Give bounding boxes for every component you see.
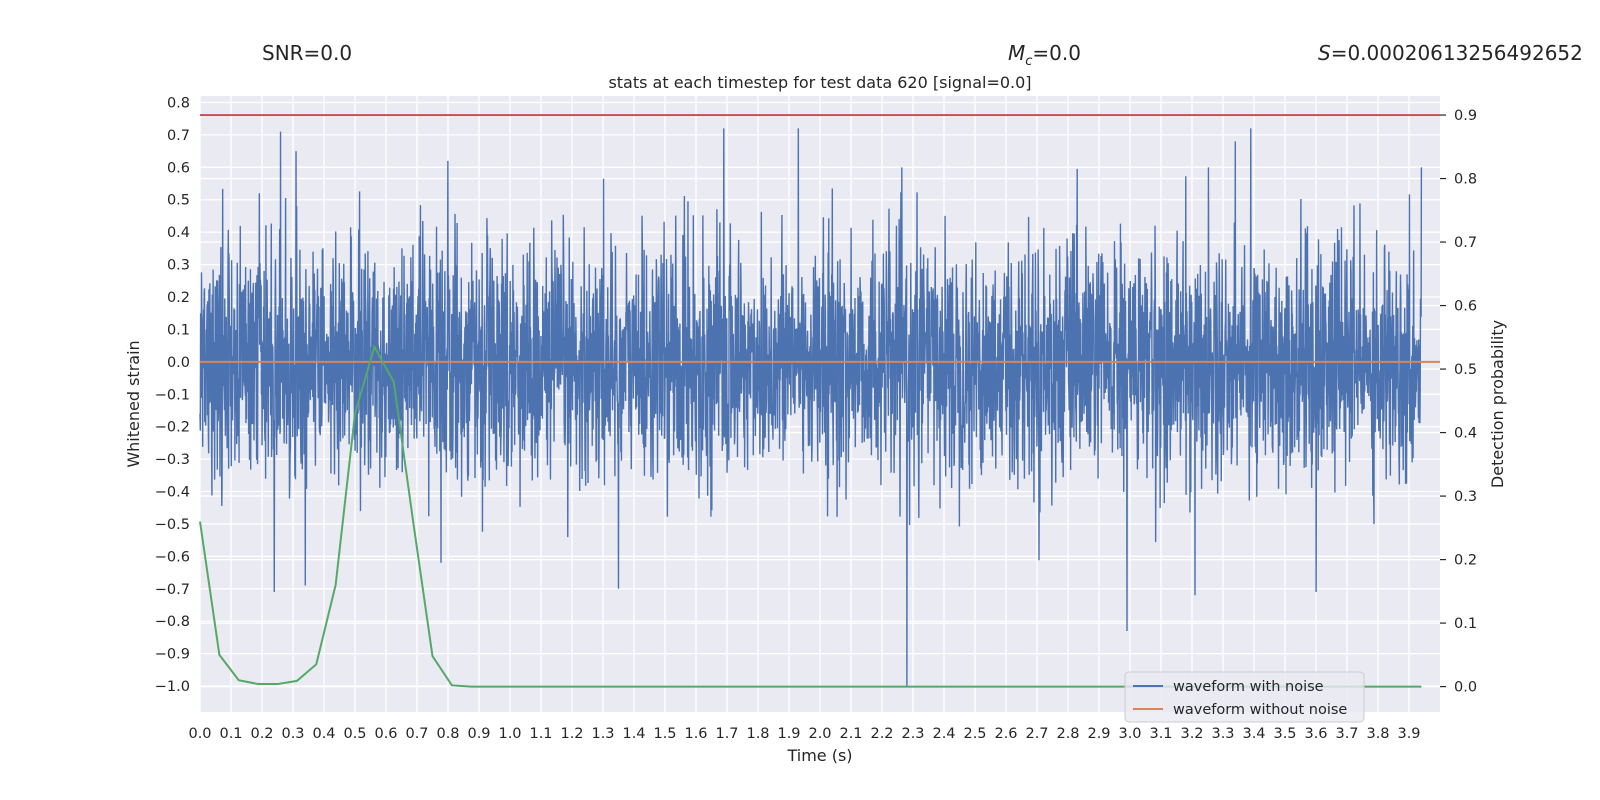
x-tick-label: 2.2 xyxy=(870,726,893,742)
series-detection-probability xyxy=(199,344,1422,688)
legend: waveform with noise waveform without nois… xyxy=(1124,671,1365,723)
mc-value: =0.0 xyxy=(1032,41,1081,65)
y-tick-label: −0.2 xyxy=(155,420,190,436)
x-tick-label: 2.9 xyxy=(1087,726,1110,742)
y-right-tick-label: 0.5 xyxy=(1454,362,1477,378)
snr-label: SNR=0.0 xyxy=(262,41,353,65)
y-right-tick-label: 0.4 xyxy=(1454,426,1477,442)
y-tick-label: 0.1 xyxy=(167,322,190,338)
x-tick-label: 0.0 xyxy=(188,726,211,742)
legend-box xyxy=(1124,671,1365,723)
y-tick-label: −0.1 xyxy=(155,387,190,403)
x-tick-label: 3.5 xyxy=(1273,726,1296,742)
y-right-axis-ticks: 0.9 0.8 0.7 0.6 0.5 0.4 0.3 0.2 0.1 0.0 xyxy=(1440,108,1477,696)
x-tick-label: 1.4 xyxy=(622,726,645,742)
y-tick-label: −1.0 xyxy=(155,679,190,695)
y-axis-ticks: 0.8 0.7 0.6 0.5 0.4 0.3 0.2 0.1 0.0 −0.1 −0.2 −0.3 −… xyxy=(155,95,190,695)
x-tick-label: 1.3 xyxy=(591,726,614,742)
y-tick-label: −0.4 xyxy=(155,485,190,501)
y-right-tick-label: 0.7 xyxy=(1454,235,1477,251)
y-right-axis-label: Detection probability xyxy=(1488,320,1507,488)
x-tick-label: 3.1 xyxy=(1149,726,1172,742)
y-right-tick-label: 0.1 xyxy=(1454,616,1477,632)
y-right-tick-label: 0.6 xyxy=(1454,299,1477,315)
y-tick-label: −0.8 xyxy=(155,614,190,630)
legend-label: waveform with noise xyxy=(1173,679,1324,695)
s-symbol: S xyxy=(1318,41,1331,65)
y-tick-label: 0.5 xyxy=(167,193,190,209)
y-tick-label: −0.3 xyxy=(155,452,190,468)
x-tick-label: 3.3 xyxy=(1211,726,1234,742)
y-tick-label: 0.3 xyxy=(167,258,190,274)
x-tick-label: 0.7 xyxy=(405,726,428,742)
s-value: =0.00020613256492652 xyxy=(1330,41,1583,65)
s-statistic-label: S=0.00020613256492652 xyxy=(1318,41,1583,65)
x-tick-label: 1.7 xyxy=(715,726,738,742)
x-tick-label: 0.8 xyxy=(436,726,459,742)
y-tick-label: 0.4 xyxy=(167,225,190,241)
x-tick-label: 2.8 xyxy=(1056,726,1079,742)
x-tick-label: 3.6 xyxy=(1304,726,1327,742)
x-axis-label: Time (s) xyxy=(786,746,852,765)
y-right-tick-label: 0.2 xyxy=(1454,553,1477,569)
x-tick-label: 2.3 xyxy=(901,726,924,742)
y-tick-label: −0.6 xyxy=(155,549,190,565)
y-right-tick-label: 0.3 xyxy=(1454,489,1477,505)
x-tick-label: 0.5 xyxy=(343,726,366,742)
x-tick-label: 0.3 xyxy=(281,726,304,742)
x-tick-label: 0.2 xyxy=(250,726,273,742)
x-tick-label: 0.1 xyxy=(219,726,242,742)
x-tick-label: 3.2 xyxy=(1180,726,1203,742)
y-tick-label: −0.7 xyxy=(155,582,190,598)
y-right-tick-label: 0.8 xyxy=(1454,172,1477,188)
y-tick-label: 0.2 xyxy=(167,290,190,306)
x-tick-label: 2.1 xyxy=(839,726,862,742)
x-tick-label: 0.6 xyxy=(374,726,397,742)
y-tick-label: 0.0 xyxy=(167,355,190,371)
legend-label: waveform without noise xyxy=(1173,702,1347,718)
y-axis-label: Whitened strain xyxy=(124,340,143,467)
y-tick-label: 0.6 xyxy=(167,160,190,176)
chirp-mass-label: Mc=0.0 xyxy=(1008,41,1081,69)
x-tick-label: 1.5 xyxy=(653,726,676,742)
x-tick-label: 1.0 xyxy=(498,726,521,742)
y-right-tick-label: 0.0 xyxy=(1454,680,1477,696)
x-tick-label: 3.4 xyxy=(1242,726,1265,742)
x-tick-label: 3.0 xyxy=(1118,726,1141,742)
detection-probability-line xyxy=(199,344,1422,688)
mc-subscript: c xyxy=(1025,54,1033,69)
y-right-tick-label: 0.9 xyxy=(1454,108,1477,124)
mc-symbol: M xyxy=(1008,41,1026,65)
y-tick-label: −0.5 xyxy=(155,517,190,533)
x-tick-label: 2.6 xyxy=(994,726,1017,742)
x-tick-label: 1.6 xyxy=(684,726,707,742)
x-tick-label: 3.9 xyxy=(1397,726,1420,742)
x-tick-label: 0.9 xyxy=(467,726,490,742)
chart-title: stats at each timestep for test data 620… xyxy=(608,73,1031,92)
x-tick-label: 2.7 xyxy=(1025,726,1048,742)
x-tick-label: 1.1 xyxy=(529,726,552,742)
x-tick-label: 2.4 xyxy=(932,726,955,742)
x-tick-label: 1.2 xyxy=(560,726,583,742)
x-tick-label: 3.8 xyxy=(1366,726,1389,742)
x-tick-label: 3.7 xyxy=(1335,726,1358,742)
x-axis-ticks: 0.0 0.1 0.2 0.3 0.4 0.5 0.6 0.7 0.8 0.9 1.0 1.1 1.2 1… xyxy=(188,726,1420,742)
x-tick-label: 0.4 xyxy=(312,726,335,742)
y-tick-label: 0.7 xyxy=(167,128,190,144)
x-tick-label: 1.8 xyxy=(746,726,769,742)
x-tick-label: 2.5 xyxy=(963,726,986,742)
y-tick-label: 0.8 xyxy=(167,95,190,111)
x-tick-label: 1.9 xyxy=(777,726,800,742)
x-tick-label: 2.0 xyxy=(808,726,831,742)
y-tick-label: −0.9 xyxy=(155,647,190,663)
